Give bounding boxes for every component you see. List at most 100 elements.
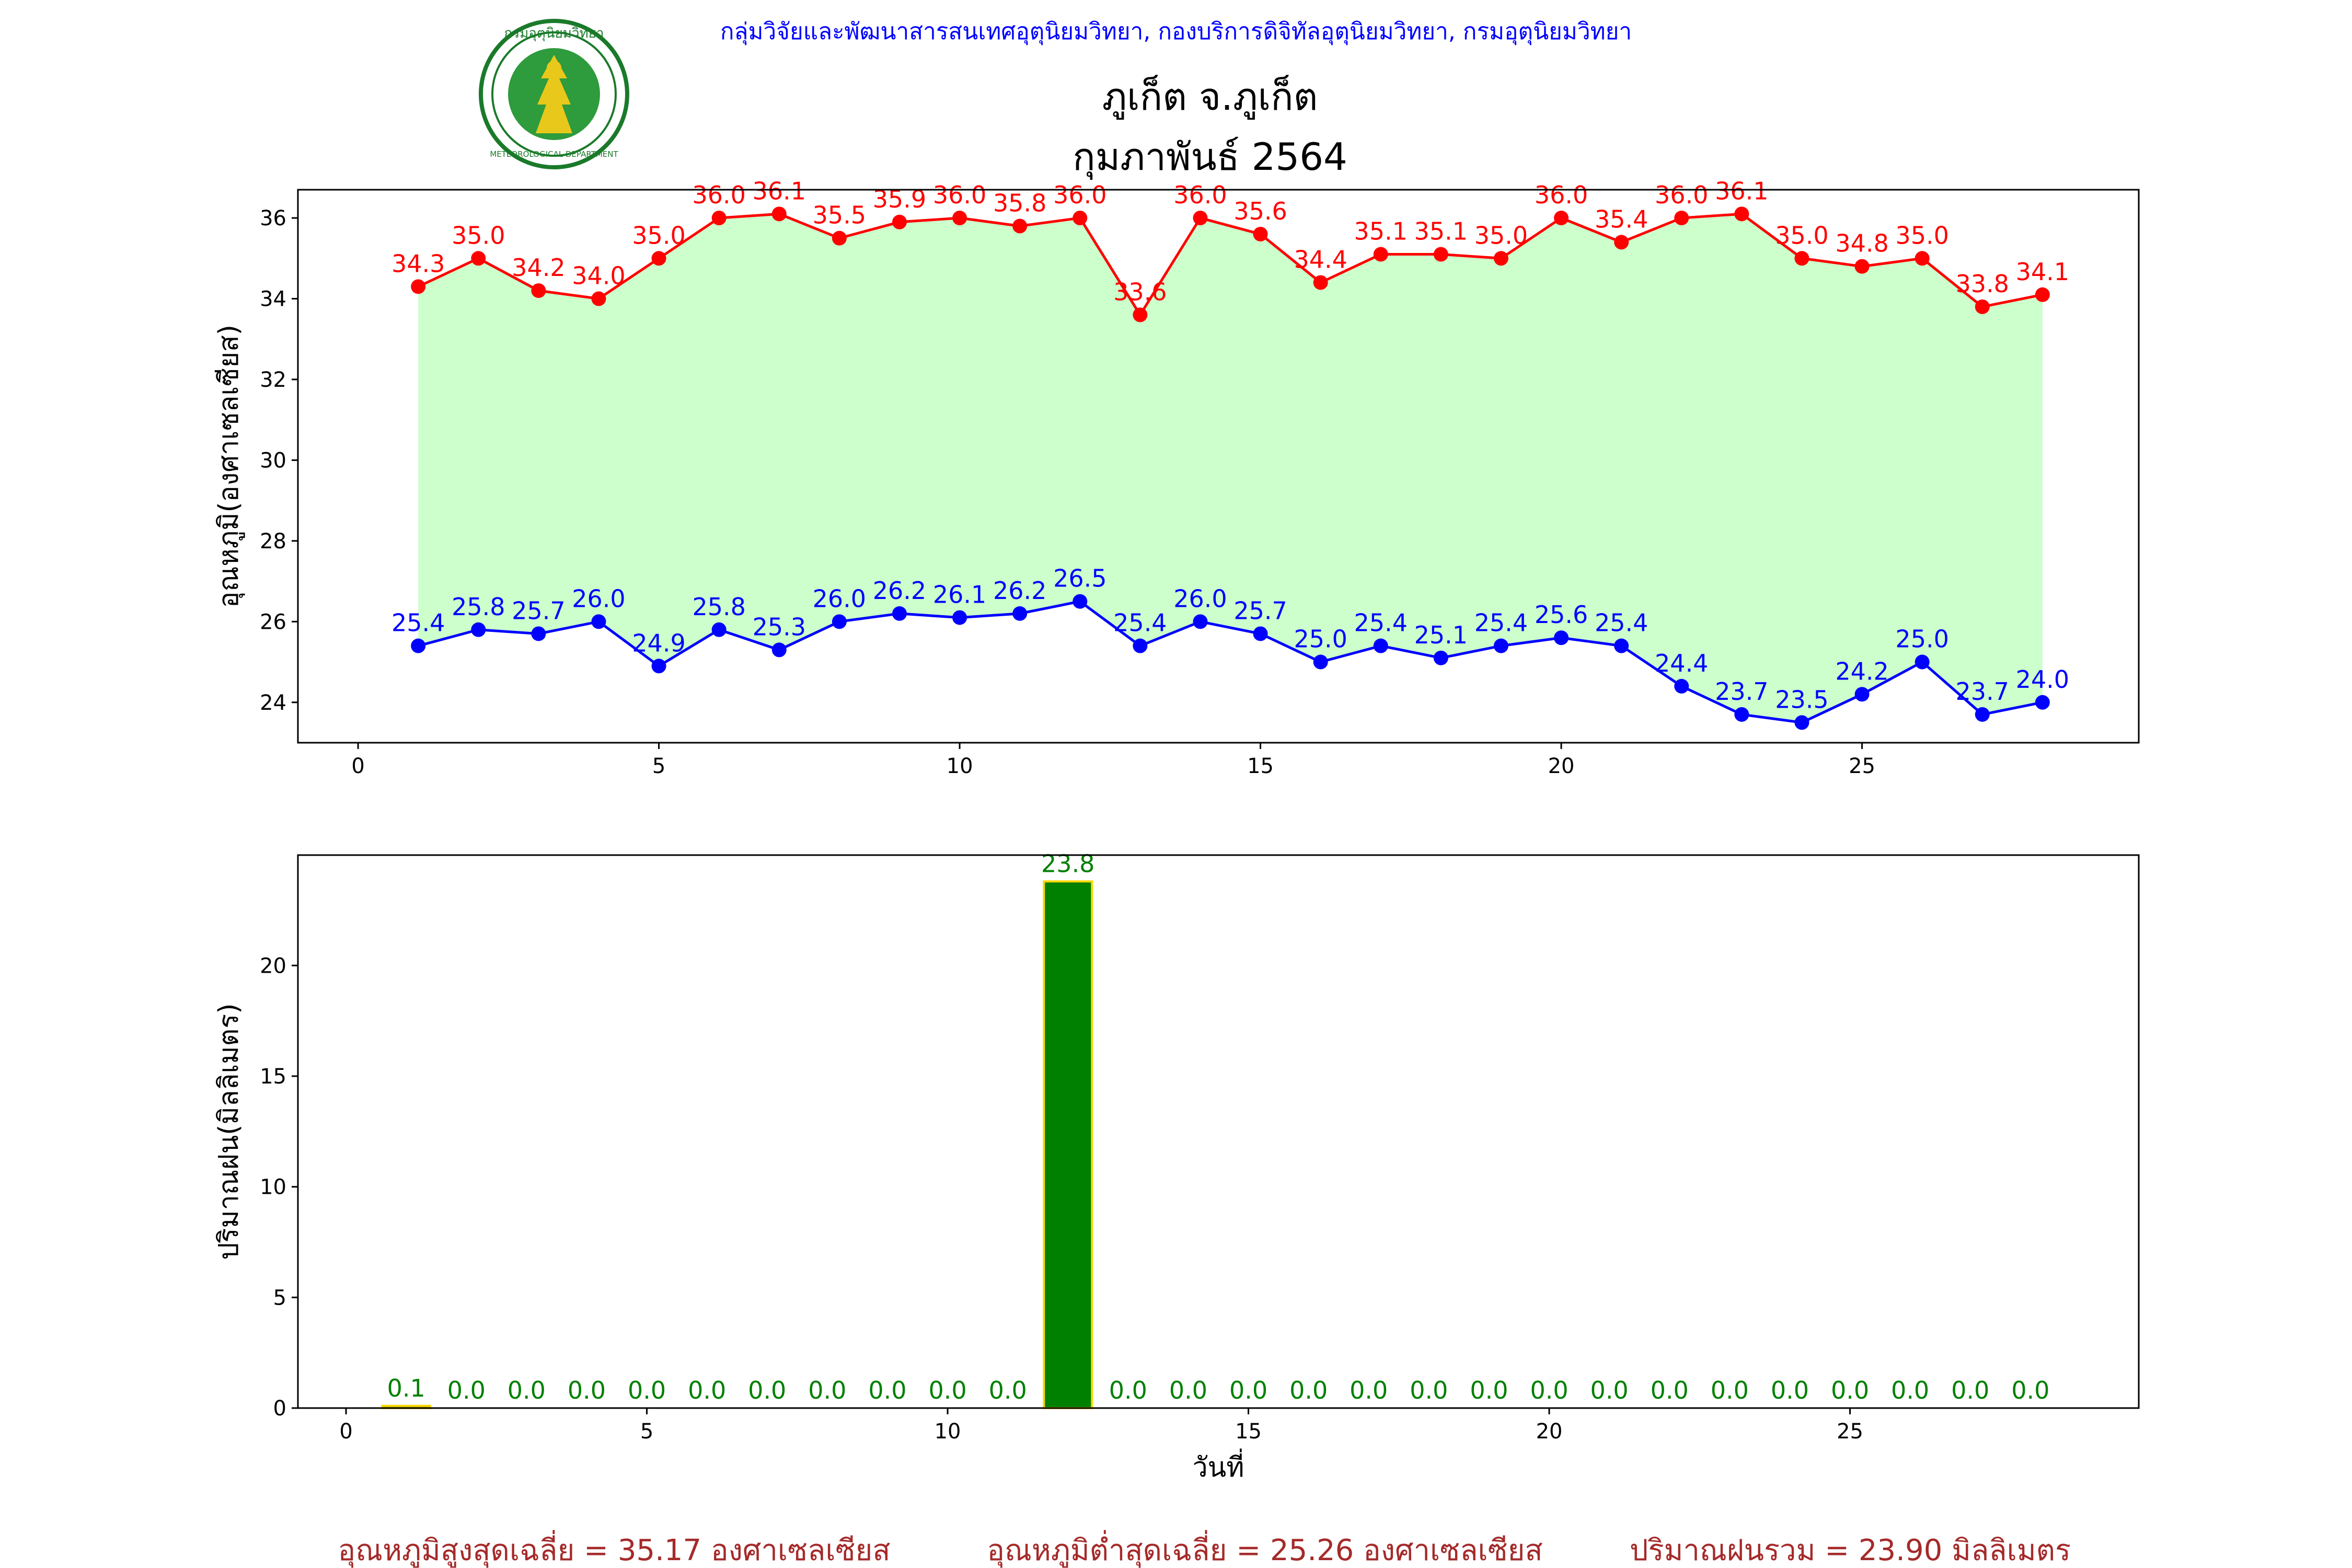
max-temperature-value-label: 36.0 (1053, 181, 1106, 209)
min-temperature-point (1073, 594, 1088, 609)
rainfall-value-label: 0.0 (1530, 1376, 1568, 1404)
rainfall-plot-frame (297, 854, 2140, 1409)
min-temperature-point (1614, 638, 1629, 653)
rainfall-y-tick-label: 10 (260, 1175, 286, 1200)
min-temperature-value-label: 26.1 (933, 581, 986, 609)
min-temperature-point (892, 606, 907, 621)
rainfall-value-label: 0.0 (868, 1376, 906, 1404)
rainfall-value-label: 0.0 (1350, 1376, 1388, 1404)
min-temperature-value-label: 23.7 (1715, 677, 1768, 706)
temperature-x-tick-label: 20 (1548, 754, 1575, 778)
min-temperature-value-label: 24.9 (632, 629, 685, 657)
rainfall-value-label: 0.0 (1891, 1376, 1929, 1404)
rainfall-x-tick-label: 10 (935, 1420, 961, 1444)
rainfall-value-label: 0.0 (1711, 1376, 1749, 1404)
min-temperature-point (411, 638, 426, 653)
min-temperature-value-label: 24.0 (2016, 665, 2069, 694)
min-temperature-value-label: 25.8 (692, 593, 745, 621)
max-temperature-line (418, 212, 2043, 318)
rainfall-value-label: 0.0 (1651, 1376, 1689, 1404)
temperature-x-tick-label: 0 (351, 754, 364, 778)
min-temperature-point (832, 614, 847, 629)
average-max-temperature: อุณหภูมิสูงสุดเฉลี่ย = 35.17 องศาเซลเซีย… (338, 1530, 890, 1568)
rainfall-value-label: 0.0 (447, 1376, 486, 1404)
max-temperature-point (832, 230, 847, 246)
rainfall-chart: 0 5 10 15 20 25 0 5 10 15 20 0.1 0.0 0.0 0.0 0.0 0.0 0.0… (213, 849, 2140, 1483)
min-temperature-point (1554, 630, 1569, 645)
logo-text: กรมอุตุนิยมวิทยา (504, 26, 604, 41)
max-temperature-point (1313, 275, 1328, 290)
min-temperature-point (771, 642, 787, 658)
max-temperature-value-label: 35.0 (1474, 221, 1528, 249)
temperature-y-tick-label: 36 (260, 206, 286, 230)
max-temperature-point (471, 251, 486, 266)
max-temperature-point (411, 279, 426, 294)
max-temperature-value-label: 33.6 (1113, 278, 1167, 306)
temperature-x-tick-label: 10 (947, 754, 973, 778)
max-temperature-point (1133, 307, 1148, 322)
rainfall-bar (1043, 880, 1093, 1409)
max-temperature-value-label: 35.0 (1895, 221, 1949, 249)
max-temperature-point (1253, 226, 1268, 241)
rainfall-value-label: 0.0 (1951, 1376, 1989, 1404)
min-temperature-point (2035, 695, 2050, 710)
rainfall-value-label: 0.0 (808, 1376, 846, 1404)
max-temperature-value-label: 35.0 (452, 221, 505, 249)
min-temperature-point (1433, 650, 1448, 665)
rainfall-value-label: 0.0 (1229, 1376, 1267, 1404)
rainfall-value-label: 0.0 (1410, 1376, 1448, 1404)
temperature-range-fill (418, 214, 2043, 723)
max-temperature-value-label: 36.0 (933, 181, 986, 209)
station-title: ภูเก็ต จ.ภูเก็ต (1102, 75, 1318, 120)
min-temperature-point (1794, 715, 1809, 730)
min-temperature-point (1012, 606, 1028, 621)
rainfall-x-tick-label: 5 (640, 1420, 653, 1444)
min-temperature-value-label: 26.0 (572, 584, 625, 613)
min-temperature-point (1253, 626, 1268, 641)
max-temperature-value-label: 36.0 (692, 181, 745, 209)
temperature-y-tick-label: 30 (260, 448, 286, 472)
min-temperature-value-label: 24.4 (1655, 649, 1708, 677)
rainfall-value-label: 0.0 (1470, 1376, 1508, 1404)
temperature-plot-frame (297, 189, 2140, 744)
max-temperature-point (771, 206, 787, 222)
max-temperature-point (651, 251, 666, 266)
max-temperature-point (1734, 206, 1749, 222)
max-temperature-point (952, 211, 967, 226)
max-temperature-point (531, 283, 546, 298)
rainfall-value-label: 0.0 (1169, 1376, 1207, 1404)
max-temperature-value-label: 35.1 (1354, 217, 1408, 246)
max-temperature-point (1012, 218, 1028, 234)
min-temperature-point (952, 610, 967, 625)
rainfall-y-tick-label: 5 (273, 1286, 286, 1310)
rainfall-value-label: 0.0 (1831, 1376, 1869, 1404)
max-temperature-point (1975, 299, 1990, 314)
max-temperature-point (1073, 211, 1088, 226)
min-temperature-value-label: 25.0 (1895, 625, 1949, 653)
min-temperature-value-label: 25.4 (1354, 609, 1408, 637)
min-temperature-point (651, 659, 666, 674)
max-temperature-point (1915, 251, 1930, 266)
max-temperature-value-label: 36.0 (1173, 181, 1227, 209)
rainfall-value-label: 0.0 (748, 1376, 786, 1404)
max-temperature-point (591, 291, 606, 306)
max-temperature-point (1493, 251, 1508, 266)
max-temperature-point (1614, 235, 1629, 250)
min-temperature-value-label: 25.7 (512, 596, 565, 625)
max-temperature-point (1554, 211, 1569, 226)
rainfall-value-label: 0.0 (1109, 1376, 1147, 1404)
min-temperature-value-label: 24.2 (1835, 657, 1888, 685)
average-min-temperature: อุณหภูมิต่ำสุดเฉลี่ย = 25.26 องศาเซลเซีย… (987, 1530, 1542, 1568)
min-temperature-value-label: 25.1 (1414, 621, 1468, 649)
total-rainfall: ปริมาณฝนรวม = 23.90 มิลลิเมตร (1630, 1534, 2071, 1567)
min-temperature-value-label: 26.5 (1053, 564, 1106, 593)
max-temperature-value-label: 36.1 (753, 177, 806, 205)
min-temperature-value-label: 25.3 (753, 613, 806, 641)
rainfall-value-label: 0.0 (628, 1376, 666, 1404)
max-temperature-point (1674, 211, 1689, 226)
temperature-y-tick-label: 34 (260, 287, 286, 312)
min-temperature-point (1915, 654, 1930, 670)
max-temperature-point (1373, 247, 1388, 262)
max-temperature-point (1794, 251, 1809, 266)
